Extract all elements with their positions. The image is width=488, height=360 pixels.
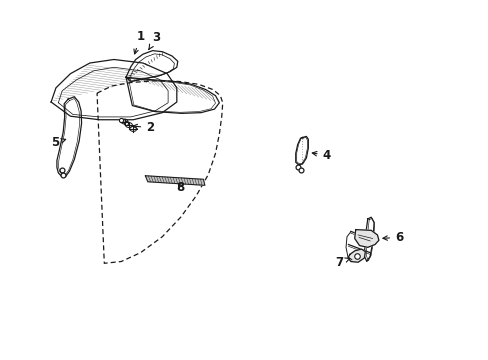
Polygon shape xyxy=(145,176,204,185)
Text: 4: 4 xyxy=(312,149,330,162)
Text: 7: 7 xyxy=(335,256,349,269)
Text: 8: 8 xyxy=(176,181,184,194)
Polygon shape xyxy=(354,230,378,247)
Text: 1: 1 xyxy=(134,30,144,54)
Polygon shape xyxy=(347,249,365,262)
Text: 2: 2 xyxy=(133,121,154,134)
Text: 5: 5 xyxy=(51,136,65,149)
Text: 3: 3 xyxy=(148,31,160,49)
Text: 6: 6 xyxy=(382,231,403,244)
